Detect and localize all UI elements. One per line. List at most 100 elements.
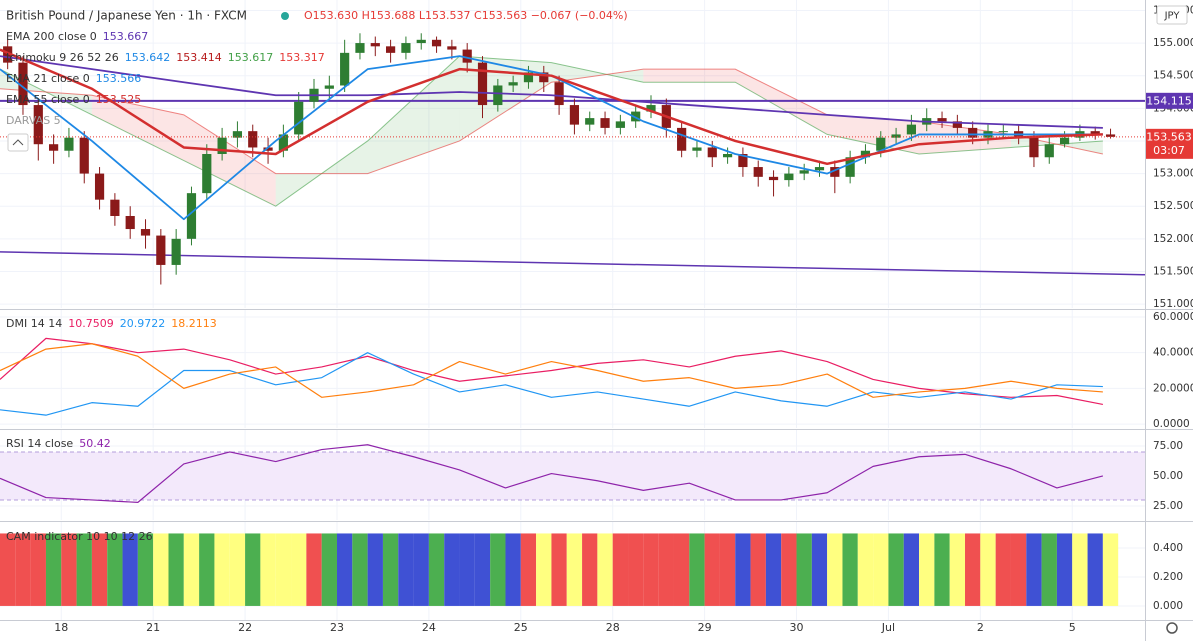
candle-body: [477, 62, 488, 106]
cam-bar: [842, 533, 858, 606]
candle-body: [569, 105, 580, 125]
cam-bar: [0, 533, 16, 606]
candle-body: [125, 215, 135, 230]
candle-body: [18, 62, 28, 106]
candle-body: [768, 176, 779, 181]
indicator-legend: RSI 14 close 50.42: [6, 437, 111, 450]
candle-body: [355, 43, 365, 53]
x-tick-label: 25: [514, 621, 528, 634]
cam-bar: [291, 533, 307, 606]
y-tick-label: 0.000: [1153, 600, 1183, 612]
candle-body: [217, 137, 227, 154]
cam-bar: [122, 533, 138, 606]
indicator-legend: CAM indicator 10 10 12 26: [6, 530, 153, 543]
y-tick-label: 152.000: [1153, 233, 1193, 245]
settings-icon[interactable]: [1166, 622, 1178, 634]
indicator-value: 153.667: [103, 30, 149, 43]
candle-body: [94, 173, 105, 200]
indicator-value: 10.7509: [68, 317, 114, 330]
quote-close: C153.563: [474, 9, 527, 22]
cam-bar: [520, 533, 537, 606]
quote-high: H153.688: [362, 9, 416, 22]
cam-bar: [367, 533, 383, 606]
indicator-line: [0, 444, 1104, 503]
candle-body: [186, 193, 197, 239]
candle-body: [447, 46, 457, 50]
indicator-value: 18.2113: [171, 317, 217, 330]
cam-bar: [796, 533, 812, 606]
candle-body: [1044, 144, 1054, 158]
candle-body: [738, 154, 748, 168]
cam-bar: [628, 533, 644, 606]
candle-body: [431, 39, 442, 47]
y-tick-label: 50.00: [1153, 470, 1183, 482]
cam-bar: [719, 533, 736, 606]
cam-bar: [321, 533, 337, 606]
candle-body: [784, 173, 794, 181]
x-tick-label: 18: [54, 621, 68, 634]
currency-box[interactable]: [1156, 5, 1188, 25]
candle-body: [1059, 137, 1070, 145]
cam-bar: [995, 533, 1011, 606]
darvas-label: DARVAS 5: [6, 114, 61, 127]
symbol-title: British Pound / Japanese Yen · 1h · FXCM: [6, 9, 247, 23]
candle-body: [1105, 134, 1116, 137]
cam-bar: [137, 533, 154, 606]
cam-bar: [153, 533, 169, 606]
candle-body: [3, 46, 13, 63]
candle-body: [1090, 131, 1100, 135]
candle-body: [156, 235, 166, 265]
indicator-legend: EMA 55 close 0 153.525: [6, 93, 141, 106]
x-tick-label: 24: [422, 621, 436, 634]
header: British Pound / Japanese Yen · 1h · FXCM…: [6, 9, 628, 23]
cam-bar: [1102, 533, 1119, 606]
price-label: 154.115: [1146, 94, 1192, 107]
cam-bar: [336, 533, 353, 606]
candle-body: [722, 154, 733, 158]
last-price-box: [1146, 128, 1193, 159]
candle-body: [1029, 137, 1039, 158]
cam-bar: [45, 533, 62, 606]
x-tick-label: 23: [330, 621, 344, 634]
candle-body: [370, 43, 380, 47]
cam-bar: [566, 533, 583, 606]
currency-label: JPY: [1164, 11, 1181, 22]
candle-body: [952, 121, 962, 128]
candle-body: [232, 131, 243, 138]
quote-open: O153.630: [304, 9, 358, 22]
candle-body: [677, 127, 687, 151]
indicator-value: 153.317: [279, 51, 325, 64]
y-tick-label: 152.500: [1153, 200, 1193, 212]
candle-body: [891, 134, 901, 138]
indicator-line: [0, 337, 1103, 406]
cam-bar: [413, 533, 429, 606]
price-label-box: [1146, 92, 1193, 109]
trendline: [0, 251, 1146, 276]
ichimoku-cloud: [643, 69, 736, 83]
cam-bar: [658, 533, 674, 606]
cam-bar: [459, 533, 475, 606]
y-tick-label: 0.200: [1153, 571, 1183, 583]
candle-body: [110, 199, 120, 216]
candle-body: [692, 147, 702, 151]
candle-body: [340, 52, 350, 86]
y-tick-label: 0.400: [1153, 542, 1183, 554]
x-tick-label: 5: [1069, 621, 1076, 634]
cam-bar: [612, 533, 629, 606]
candle-body: [830, 167, 840, 177]
collapse-button[interactable]: [7, 133, 29, 152]
candle-body: [294, 101, 304, 135]
x-tick-label: 29: [698, 621, 712, 634]
candle-body: [49, 144, 59, 151]
cam-bar: [1041, 533, 1057, 606]
cam-bar: [229, 533, 246, 606]
candle-body: [646, 105, 656, 112]
y-tick-label: 153.000: [1153, 168, 1193, 180]
cam-bar: [873, 533, 889, 606]
cam-bar: [382, 533, 399, 606]
cam-bar: [76, 533, 92, 606]
cam-bar: [352, 533, 368, 606]
cam-bar: [398, 533, 414, 606]
indicator-legend: Ichimoku 9 26 52 26 153.642 153.414 153.617…: [6, 51, 325, 64]
x-tick-label: 2: [977, 621, 984, 634]
